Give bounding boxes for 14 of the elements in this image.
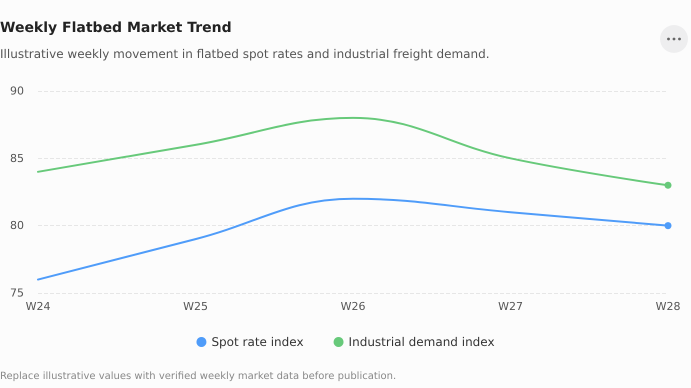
chart-subtitle: Illustrative weekly movement in flatbed spot rates and industrial freight demand. [0,47,490,61]
y-tick-label: 90 [10,84,24,98]
y-tick-label: 80 [10,219,24,232]
x-tick-label: W28 [656,300,680,313]
text: Replace illustrative values with verified weekly market data before publication. [0,371,396,382]
legend-label: Spot rate index [211,335,304,349]
legend-label: Industrial demand index [348,335,495,349]
chart-title: Weekly Flatbed Market Trend [0,20,232,36]
x-tick-label: W24 [26,300,50,313]
x-tick-label: W27 [498,300,523,313]
y-tick-label: 75 [10,286,24,300]
x-tick-label: W26 [340,300,366,313]
x-tick-label: W25 [183,300,208,313]
y-tick-label: 85 [10,152,24,165]
